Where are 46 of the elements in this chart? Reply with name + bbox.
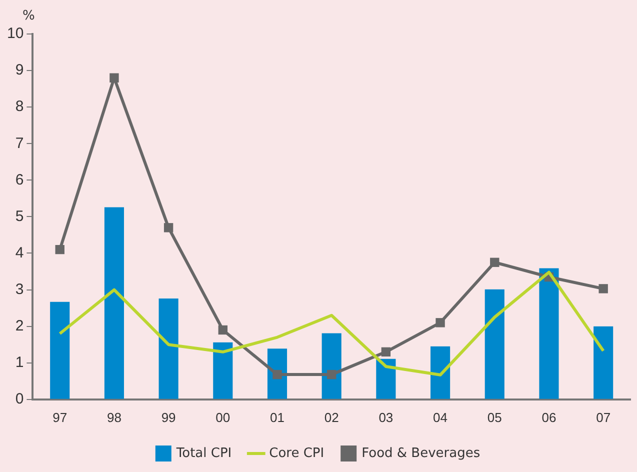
y-tick-label: 2 [15,317,24,334]
legend-label: Total CPI [175,446,232,461]
x-tick-label: 98 [106,410,122,425]
y-tick-label: 3 [15,280,24,298]
y-axis-title: % [22,8,35,24]
y-tick-label: 10 [6,25,24,42]
x-tick-label: 07 [596,410,611,425]
x-tick-label: 03 [378,410,394,425]
point [598,284,608,294]
point [272,370,282,380]
x-tick-label: 01 [270,410,284,425]
y-tick-label: 9 [15,62,24,79]
bar [158,298,178,399]
point [436,318,445,328]
point [110,73,119,82]
bar [376,358,396,399]
bar [430,346,450,399]
bar [104,207,124,399]
x-tick-label: 00 [216,410,230,425]
point [55,244,64,254]
x-tick-label: 99 [161,410,176,425]
x-tick-label: 06 [542,410,556,425]
legend-label: Food & Beverages [362,446,480,461]
y-tick-label: 6 [15,171,24,188]
y-tick-label: 8 [15,98,24,116]
bar [213,342,233,399]
x-tick-label: 02 [324,410,339,425]
point [326,370,336,380]
y-tick-label: 7 [15,134,24,152]
y-tick-label: 5 [15,208,24,225]
x-tick-label: 97 [52,410,68,425]
point [381,347,391,356]
legend-label: Core CPI [269,446,324,461]
y-tick-label: 0 [15,390,24,408]
x-tick-label: 04 [433,410,448,425]
y-tick-label: 4 [15,244,24,262]
point [218,325,228,335]
bar [594,326,614,399]
bar [50,302,70,399]
bar [484,289,504,399]
x-tick-label: 05 [487,410,502,425]
y-tick-label: 1 [15,354,24,371]
bar [539,268,559,399]
point [164,223,174,232]
point [490,258,500,267]
bar [322,333,342,399]
